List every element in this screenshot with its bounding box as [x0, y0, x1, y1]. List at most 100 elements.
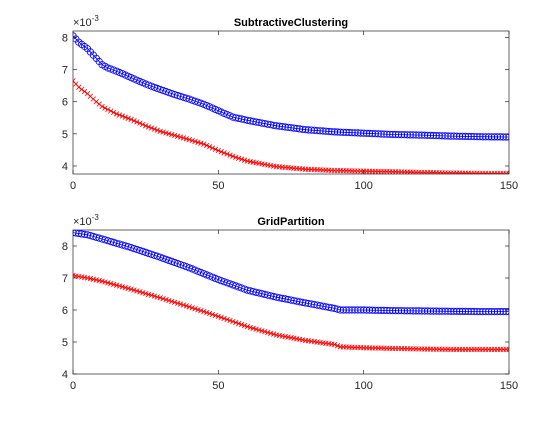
- data-point-marker: [236, 155, 242, 161]
- data-point-marker: [322, 303, 330, 311]
- data-point-marker: [143, 123, 149, 129]
- data-point-marker: [330, 128, 339, 136]
- data-point-marker: [81, 88, 88, 95]
- data-point-marker: [476, 133, 484, 141]
- data-point-marker: [169, 298, 175, 305]
- y-tick-label: 6: [62, 97, 68, 109]
- data-point-marker: [319, 302, 327, 310]
- data-point-marker: [313, 301, 321, 309]
- data-point-marker: [426, 131, 435, 139]
- y-tick-label: 6: [62, 305, 68, 317]
- data-point-marker: [435, 132, 443, 140]
- data-point-marker: [105, 106, 111, 113]
- data-point-marker: [272, 122, 281, 130]
- data-point-marker: [485, 133, 493, 141]
- data-point-marker: [357, 306, 365, 314]
- data-point-marker: [272, 293, 281, 301]
- data-point-marker: [172, 299, 178, 305]
- data-point-marker: [163, 296, 169, 303]
- data-point-marker: [415, 307, 423, 315]
- data-point-marker: [270, 331, 277, 337]
- data-point-marker: [296, 298, 304, 306]
- data-point-marker: [128, 286, 134, 292]
- data-point-marker: [301, 126, 310, 134]
- data-point-marker: [151, 293, 158, 299]
- data-point-marker: [186, 136, 192, 143]
- y-tick-label: 4: [62, 161, 68, 173]
- data-point-marker: [113, 111, 120, 117]
- data-point-marker: [316, 302, 324, 310]
- data-point-marker: [116, 112, 123, 118]
- data-point-marker: [249, 117, 257, 126]
- data-point-marker: [163, 130, 169, 136]
- y-tick-label: 8: [62, 241, 68, 253]
- data-point-marker: [506, 171, 509, 174]
- data-point-marker: [394, 307, 403, 315]
- data-point-marker: [493, 307, 501, 316]
- data-point-marker: [128, 116, 134, 123]
- data-point-marker: [496, 307, 504, 316]
- data-point-marker: [206, 144, 213, 150]
- data-point-marker: [119, 113, 126, 119]
- data-point-marker: [102, 105, 108, 111]
- data-point-marker: [496, 133, 504, 141]
- x-tick-label: 50: [212, 180, 224, 192]
- axes-box: [72, 30, 510, 175]
- data-point-marker: [447, 307, 455, 315]
- data-point-marker: [137, 289, 143, 295]
- data-point-marker: [287, 296, 295, 304]
- data-point-marker: [351, 306, 359, 314]
- data-point-marker: [206, 310, 213, 317]
- data-point-marker: [221, 315, 227, 322]
- data-point-marker: [334, 343, 341, 349]
- data-point-marker: [281, 123, 289, 131]
- data-point-marker: [122, 114, 128, 120]
- data-point-marker: [296, 125, 304, 133]
- data-point-marker: [192, 138, 198, 145]
- data-point-marker: [383, 306, 391, 315]
- data-point-marker: [177, 134, 184, 140]
- x-tick-label: 0: [70, 180, 76, 192]
- data-point-marker: [157, 295, 163, 301]
- data-point-marker: [374, 130, 382, 138]
- data-point-marker: [485, 307, 493, 316]
- data-point-marker: [134, 288, 140, 294]
- data-point-marker: [198, 140, 204, 146]
- subplot-1: 0 50 100 150 4 5 6 7 8 ×10-3 SubtractiveClustering: [62, 14, 518, 192]
- plot-area: [73, 31, 509, 174]
- data-point-marker: [319, 127, 327, 135]
- data-point-marker: [189, 137, 195, 144]
- data-point-marker: [487, 307, 496, 316]
- data-point-marker: [342, 128, 350, 136]
- data-point-marker: [215, 147, 221, 154]
- data-point-marker: [345, 306, 353, 314]
- data-point-marker: [244, 323, 251, 330]
- data-point-marker: [298, 298, 307, 306]
- data-point-marker: [246, 117, 254, 125]
- data-point-marker: [421, 131, 429, 139]
- data-point-marker: [423, 307, 432, 315]
- data-point-marker: [438, 132, 446, 140]
- x-tick-label: 150: [500, 180, 518, 192]
- data-point-marker: [290, 297, 298, 305]
- data-point-marker: [412, 131, 420, 139]
- y-exponent-label: ×10-3: [73, 14, 99, 29]
- data-point-marker: [204, 309, 210, 316]
- data-point-marker: [397, 131, 406, 139]
- data-point-marker: [348, 129, 356, 137]
- data-point-marker: [333, 128, 342, 136]
- data-point-marker: [357, 129, 365, 137]
- data-point-marker: [368, 306, 376, 314]
- data-point-marker: [461, 307, 469, 315]
- x-tick-label: 100: [354, 380, 372, 392]
- data-point-marker: [209, 145, 216, 151]
- data-point-marker: [351, 129, 359, 137]
- data-point-marker: [365, 306, 374, 314]
- x-tick-label: 50: [212, 380, 224, 392]
- data-point-marker: [441, 307, 449, 315]
- data-point-marker: [455, 307, 464, 315]
- data-point-marker: [339, 128, 347, 136]
- data-point-marker: [134, 119, 140, 125]
- data-point-marker: [241, 322, 248, 329]
